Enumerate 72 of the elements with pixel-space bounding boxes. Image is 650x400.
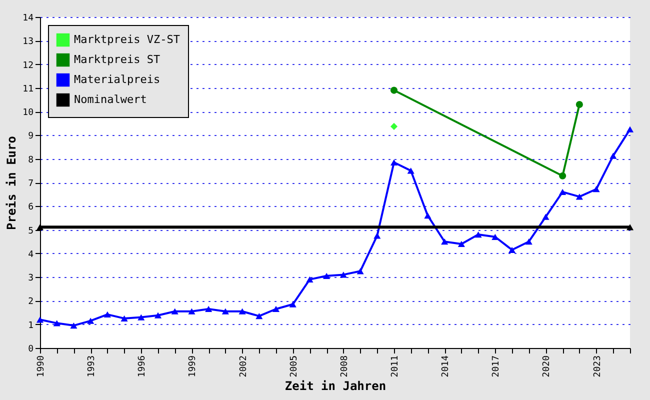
point xyxy=(238,308,246,314)
point xyxy=(559,188,566,196)
point xyxy=(474,231,482,238)
point xyxy=(188,308,196,314)
y-tick-label: 5 xyxy=(28,226,34,236)
point xyxy=(70,322,78,329)
x-tick-label: 2005 xyxy=(289,356,300,378)
y-tick-label: 7 xyxy=(28,179,34,189)
legend-label: Marktpreis VZ-ST xyxy=(74,33,180,46)
point xyxy=(205,306,212,312)
point xyxy=(542,214,550,220)
y-tick-label: 11 xyxy=(22,84,34,94)
point xyxy=(592,186,600,192)
point xyxy=(424,212,432,219)
point xyxy=(441,238,448,245)
x-tick-label: 2011 xyxy=(390,356,400,378)
point xyxy=(390,86,398,94)
x-tick-label: 2023 xyxy=(592,356,603,378)
y-tick-label: 3 xyxy=(28,274,34,284)
point xyxy=(289,301,296,308)
point xyxy=(53,320,60,326)
y-tick-label: 4 xyxy=(28,250,34,260)
y-tick-label: 1 xyxy=(28,320,34,331)
point xyxy=(559,172,566,180)
point xyxy=(576,100,583,108)
x-tick-label: 2008 xyxy=(340,356,350,378)
x-tick-label: 1990 xyxy=(36,356,46,378)
x-tick-label: 1999 xyxy=(188,356,198,378)
x-axis-title: Zeit in Jahren xyxy=(284,379,386,394)
x-tick-label: 1996 xyxy=(138,356,148,378)
legend-label: Nominalwert xyxy=(74,93,147,106)
y-tick-label: 2 xyxy=(28,297,34,308)
point xyxy=(626,126,634,132)
point xyxy=(340,272,347,278)
point xyxy=(610,152,617,159)
point xyxy=(222,308,229,314)
y-axis-title: Preis in Euro xyxy=(4,136,19,230)
x-tick-label: 2002 xyxy=(238,356,249,378)
point xyxy=(508,246,516,253)
y-tick-label: 10 xyxy=(22,108,34,118)
point xyxy=(525,238,532,245)
x-tick-label: 2017 xyxy=(492,356,502,378)
point xyxy=(154,312,162,318)
point xyxy=(104,311,111,318)
point xyxy=(458,240,465,248)
point xyxy=(356,268,364,274)
point xyxy=(138,314,145,320)
point xyxy=(120,315,128,322)
point xyxy=(87,318,94,324)
y-tick-label: 9 xyxy=(28,132,34,142)
y-tick-label: 6 xyxy=(28,202,34,213)
x-tick-label: 2020 xyxy=(542,356,552,378)
point xyxy=(323,272,330,279)
legend-label: Materialpreis xyxy=(74,73,160,86)
y-tick-label: 13 xyxy=(22,37,34,48)
x-tick-label: 2014 xyxy=(441,356,452,378)
point xyxy=(306,276,314,282)
legend-label: Marktpreis ST xyxy=(74,53,160,66)
y-tick-label: 12 xyxy=(22,60,34,71)
y-tick-label: 14 xyxy=(22,14,34,24)
point xyxy=(390,159,398,166)
point xyxy=(272,306,280,312)
point xyxy=(390,122,398,130)
x-tick-label: 1993 xyxy=(87,356,98,378)
point xyxy=(374,232,381,239)
point xyxy=(171,308,178,314)
point xyxy=(256,313,263,320)
y-tick-label: 0 xyxy=(28,344,34,354)
point xyxy=(576,194,583,200)
point xyxy=(407,168,414,174)
point xyxy=(36,316,44,323)
y-tick-label: 8 xyxy=(28,155,34,166)
